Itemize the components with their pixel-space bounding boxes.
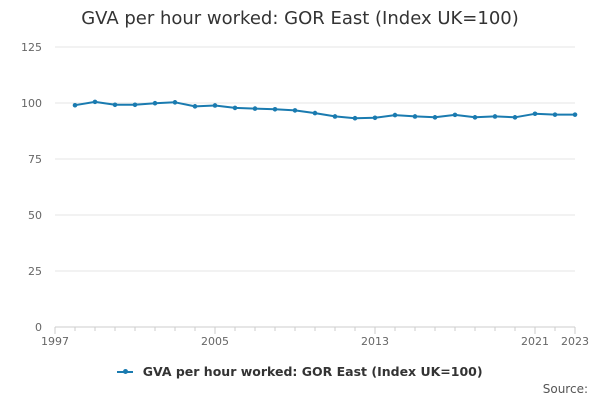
data-point-2009[interactable] xyxy=(292,108,298,113)
y-tick-label: 100 xyxy=(21,97,42,110)
data-point-2011[interactable] xyxy=(332,114,338,119)
x-tick-label: 2013 xyxy=(361,335,389,348)
data-point-2021[interactable] xyxy=(532,111,538,117)
grid-lines xyxy=(55,46,575,272)
data-point-2012[interactable] xyxy=(352,115,358,121)
data-point-2007[interactable] xyxy=(252,106,258,111)
chart-title: GVA per hour worked: GOR East (Index UK=… xyxy=(81,8,519,29)
y-tick-label: 25 xyxy=(28,265,42,278)
data-point-2018[interactable] xyxy=(472,115,478,120)
y-tick-label: 50 xyxy=(28,209,42,222)
data-point-2002[interactable] xyxy=(152,100,158,106)
x-tick-label: 1997 xyxy=(41,335,69,348)
y-tick-label: 125 xyxy=(21,41,42,54)
data-point-2004[interactable] xyxy=(192,104,198,109)
data-point-2023[interactable] xyxy=(572,112,578,117)
data-point-2016[interactable] xyxy=(432,115,438,120)
legend-swatch-icon xyxy=(117,368,134,374)
data-point-2014[interactable] xyxy=(392,112,398,118)
data-point-2017[interactable] xyxy=(452,112,458,118)
data-point-2013[interactable] xyxy=(372,115,378,121)
data-point-2006[interactable] xyxy=(232,105,238,111)
y-tick-label: 0 xyxy=(35,321,42,334)
series-line-0[interactable] xyxy=(74,100,576,120)
data-point-2022[interactable] xyxy=(552,112,558,117)
data-point-2020[interactable] xyxy=(512,115,518,120)
data-point-2008[interactable] xyxy=(272,106,278,112)
data-point-2000[interactable] xyxy=(112,102,118,108)
x-axis xyxy=(54,326,576,334)
y-tick-label: 75 xyxy=(28,153,42,166)
data-point-1998[interactable] xyxy=(72,102,78,108)
legend[interactable]: GVA per hour worked: GOR East (Index UK=… xyxy=(0,364,600,379)
x-tick-labels: 1997 2005 2013 2021 2023 xyxy=(41,335,589,348)
data-point-1999[interactable] xyxy=(92,99,98,105)
data-point-2001[interactable] xyxy=(132,102,138,108)
data-point-2019[interactable] xyxy=(492,114,498,119)
data-point-2015[interactable] xyxy=(412,114,418,119)
legend-label: GVA per hour worked: GOR East (Index UK=… xyxy=(142,364,483,379)
data-point-2010[interactable] xyxy=(312,110,318,116)
x-tick-label: 2005 xyxy=(201,335,229,348)
x-tick-label: 2021 xyxy=(521,335,549,348)
x-tick-label: 2023 xyxy=(561,335,589,348)
data-point-2005[interactable] xyxy=(212,103,218,108)
source-label: Source: xyxy=(542,382,588,396)
y-axis: 0 25 50 75 100 125 xyxy=(21,41,42,334)
series-layer[interactable] xyxy=(72,99,578,121)
data-point-2003[interactable] xyxy=(172,100,178,105)
